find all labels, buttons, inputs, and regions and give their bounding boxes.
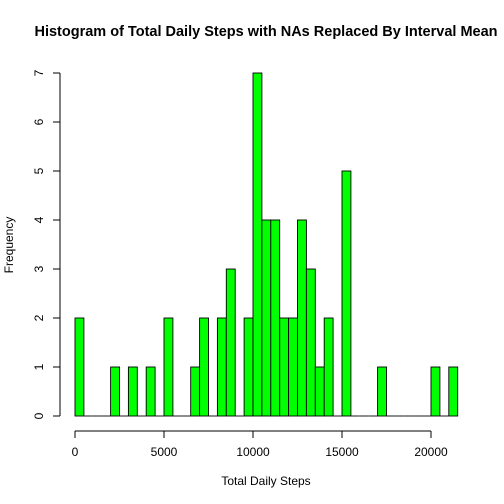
y-tick-label: 4: [32, 216, 46, 223]
histogram-bar: [216, 317, 227, 417]
x-axis: 0 5000 10000 15000 20000: [72, 430, 448, 459]
histogram-bar: [288, 317, 298, 417]
y-tick-label: 7: [32, 69, 46, 76]
histogram-bar: [190, 366, 201, 417]
histogram-bar: [127, 366, 138, 417]
y-tick-label: 2: [32, 314, 46, 321]
histogram-bar: [252, 72, 263, 417]
x-axis-label: Total Daily Steps: [221, 474, 310, 488]
y-tick-label: 5: [32, 167, 46, 174]
histogram-bar: [270, 219, 281, 417]
histogram-bar: [430, 366, 441, 417]
x-tick-label: 0: [72, 445, 79, 459]
bars-group: [74, 72, 459, 417]
y-tick-label: 3: [32, 265, 46, 272]
histogram-bar: [74, 317, 85, 417]
histogram-bar: [297, 219, 307, 417]
histogram-bar: [323, 317, 334, 417]
histogram-bar: [279, 317, 290, 417]
y-tick-label: 6: [32, 118, 46, 125]
histogram-bar: [341, 170, 352, 417]
x-tick-label: 15000: [325, 445, 359, 459]
histogram-bar: [110, 366, 120, 417]
histogram-bar: [448, 366, 459, 417]
histogram-bar: [145, 366, 156, 417]
chart-title: Histogram of Total Daily Steps with NAs …: [34, 24, 497, 40]
y-axis-label: Frequency: [2, 217, 16, 274]
y-tick-label: 0: [32, 412, 46, 419]
histogram-bar: [243, 317, 254, 417]
histogram-bar: [305, 268, 316, 417]
histogram-bar: [225, 268, 236, 417]
y-tick-label: 1: [32, 363, 46, 370]
histogram-bar: [163, 317, 174, 417]
x-tick-label: 5000: [151, 445, 178, 459]
histogram-bar: [377, 366, 387, 417]
histogram-bar: [261, 219, 272, 417]
y-axis: 0 1 2 3 4 5 6 7: [32, 69, 61, 419]
histogram-bar: [199, 317, 209, 417]
histogram-bar: [314, 366, 325, 417]
x-tick-label: 20000: [414, 445, 448, 459]
x-tick-label: 10000: [236, 445, 270, 459]
